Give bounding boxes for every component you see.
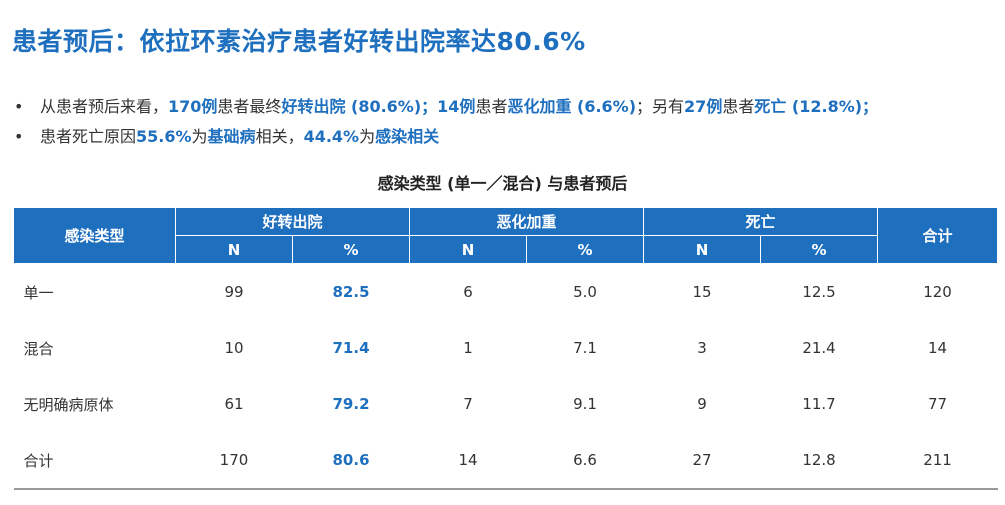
header-worsened-n: N bbox=[409, 235, 528, 264]
table-row: 单一 99 82.5 6 5.0 15 12.5 120 bbox=[14, 264, 998, 321]
cell-improved-pct: 71.4 bbox=[332, 339, 370, 357]
highlight-text: 基础病 bbox=[207, 127, 256, 146]
cell-death-n: 9 bbox=[697, 395, 707, 413]
outcome-table: 感染类型 好转出院 恶化加重 死亡 合计 N % N % N % 单一 99 8… bbox=[13, 207, 999, 490]
cell-improved-pct: 79.2 bbox=[332, 395, 370, 413]
cell-improved-n: 10 bbox=[224, 339, 244, 357]
highlight-text: 170例 bbox=[168, 97, 218, 116]
highlight-text: 恶化加重 (6.6%) bbox=[507, 97, 637, 116]
cell-total: 211 bbox=[877, 432, 998, 490]
cell-death-pct: 11.7 bbox=[802, 395, 836, 413]
cell-improved-n: 99 bbox=[224, 283, 244, 301]
header-total: 合计 bbox=[877, 207, 999, 264]
bullet-text: 患者 bbox=[475, 97, 508, 116]
highlight-text: 14例 bbox=[437, 97, 476, 116]
cell-worsened-pct: 5.0 bbox=[573, 283, 597, 301]
bullet-text: 患者 bbox=[722, 97, 755, 116]
highlight-text: 27例 bbox=[684, 97, 723, 116]
header-infection-type: 感染类型 bbox=[13, 207, 176, 264]
table-row-total: 合计 170 80.6 14 6.6 27 12.8 211 bbox=[13, 432, 998, 490]
header-worsened-pct: % bbox=[526, 235, 645, 264]
cell-death-n: 27 bbox=[643, 432, 761, 490]
row-label: 单一 bbox=[23, 283, 54, 302]
cell-improved-n: 170 bbox=[175, 432, 293, 490]
highlight-text: 55.6% bbox=[136, 127, 192, 146]
bullet-text: 相关， bbox=[255, 127, 304, 146]
bullet-text: 从患者预后来看， bbox=[40, 97, 169, 116]
cell-total: 120 bbox=[923, 283, 952, 301]
cell-death-n: 15 bbox=[692, 283, 712, 301]
bullet-text: 为 bbox=[191, 127, 208, 146]
highlight-text: 44.4% bbox=[303, 127, 360, 146]
header-group-improved: 好转出院 bbox=[174, 207, 411, 236]
header-improved-pct: % bbox=[291, 235, 411, 264]
row-label: 混合 bbox=[23, 339, 54, 358]
page-title: 患者预后：依拉环素治疗患者好转出院率达80.6% bbox=[12, 27, 586, 56]
cell-death-pct: 12.8 bbox=[760, 432, 878, 490]
header-group-death: 死亡 bbox=[643, 207, 879, 236]
cell-worsened-n: 7 bbox=[463, 395, 473, 413]
cell-worsened-n: 14 bbox=[409, 432, 527, 490]
cell-death-pct: 12.5 bbox=[802, 283, 836, 301]
cell-improved-pct: 80.6 bbox=[292, 432, 410, 490]
row-label: 合计 bbox=[13, 432, 176, 490]
cell-worsened-pct: 9.1 bbox=[573, 395, 597, 413]
cell-improved-pct: 82.5 bbox=[332, 283, 370, 301]
bullet-outcome: 从患者预后来看，170例患者最终好转出院 (80.6%)；14例患者恶化加重 (… bbox=[12, 92, 878, 122]
cell-total: 77 bbox=[928, 395, 948, 413]
header-improved-n: N bbox=[175, 235, 293, 264]
cell-improved-n: 61 bbox=[224, 395, 244, 413]
cell-worsened-n: 1 bbox=[463, 339, 473, 357]
bullet-text: 患者死亡原因 bbox=[40, 127, 137, 146]
table-row: 无明确病原体 61 79.2 7 9.1 9 11.7 77 bbox=[14, 376, 998, 432]
header-group-worsened: 恶化加重 bbox=[409, 207, 645, 236]
highlight-text: 死亡 (12.8%)； bbox=[754, 97, 879, 116]
highlight-text: 感染相关 bbox=[375, 127, 440, 146]
bullet-text: 患者最终 bbox=[217, 97, 282, 116]
cell-death-pct: 21.4 bbox=[802, 339, 836, 357]
bullet-death-cause: 患者死亡原因55.6%为基础病相关，44.4%为感染相关 bbox=[12, 122, 878, 152]
header-row-subcols: N % N % N % bbox=[14, 235, 998, 264]
header-death-n: N bbox=[643, 235, 762, 264]
row-label: 无明确病原体 bbox=[23, 395, 114, 414]
header-death-pct: % bbox=[760, 235, 879, 264]
cell-worsened-pct: 7.1 bbox=[573, 339, 597, 357]
table-row: 混合 10 71.4 1 7.1 3 21.4 14 bbox=[14, 320, 998, 376]
header-row-groups: 感染类型 好转出院 恶化加重 死亡 合计 bbox=[13, 207, 999, 264]
highlight-text: 好转出院 (80.6%)； bbox=[281, 97, 438, 116]
bullet-text: ；另有 bbox=[636, 97, 685, 116]
cell-worsened-n: 6 bbox=[463, 283, 473, 301]
summary-bullets: 从患者预后来看，170例患者最终好转出院 (80.6%)；14例患者恶化加重 (… bbox=[12, 92, 878, 152]
cell-death-n: 3 bbox=[697, 339, 707, 357]
cell-total: 14 bbox=[928, 339, 948, 357]
table-caption: 感染类型 (单一／混合) 与患者预后 bbox=[377, 174, 628, 193]
bullet-text: 为 bbox=[359, 127, 376, 146]
cell-worsened-pct: 6.6 bbox=[526, 432, 644, 490]
